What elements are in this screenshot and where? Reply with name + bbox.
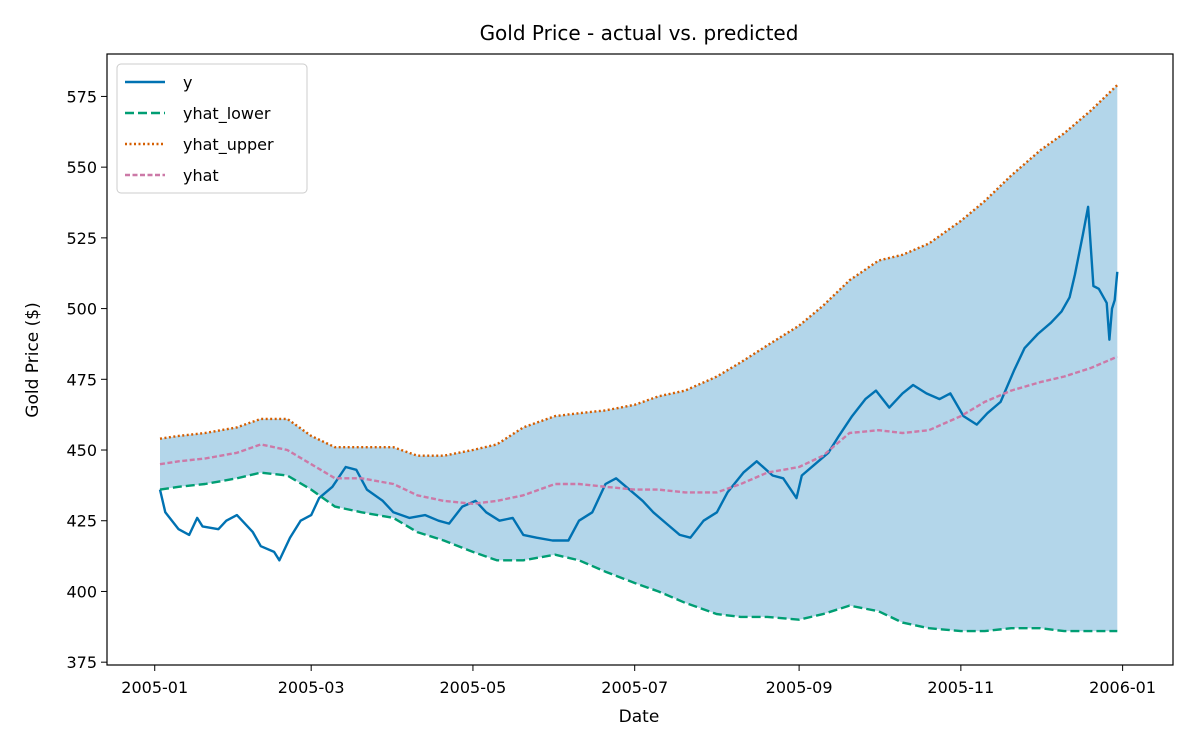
- y-tick-label: 575: [66, 87, 97, 106]
- chart-title: Gold Price - actual vs. predicted: [480, 21, 799, 45]
- y-tick-label: 450: [66, 441, 97, 460]
- y-axis-ticks: 375 400 425 450 475 500 525 550 575: [66, 87, 107, 672]
- legend-label-yhat: yhat: [183, 166, 219, 185]
- x-tick-label: 2005-09: [766, 678, 833, 697]
- y-axis-label: Gold Price ($): [23, 302, 43, 417]
- band-area: [160, 85, 1118, 632]
- x-tick-label: 2005-11: [927, 678, 994, 697]
- plot-frame: [106, 53, 1174, 666]
- series-lines: [158, 84, 1119, 633]
- x-tick-label: 2005-07: [601, 678, 668, 697]
- x-tick-label: 2005-05: [440, 678, 507, 697]
- series-line-y: [158, 205, 1119, 562]
- y-tick-label: 500: [66, 300, 97, 319]
- x-axis-label: Date: [619, 707, 660, 727]
- series-line-yhat: [159, 355, 1118, 505]
- prediction-interval-band: [160, 85, 1118, 632]
- legend-label-yhat-upper: yhat_upper: [183, 135, 274, 155]
- series-line-yhat-upper: [159, 84, 1119, 457]
- x-tick-label: 2005-03: [278, 678, 345, 697]
- legend-label-yhat-lower: yhat_lower: [183, 104, 271, 124]
- y-tick-label: 425: [66, 512, 97, 531]
- x-tick-label: 2005-01: [121, 678, 188, 697]
- legend-label-y: y: [183, 73, 192, 92]
- legend-box: [116, 63, 308, 194]
- x-axis-ticks: 2005-01 2005-03 2005-05 2005-07 2005-09 2005-…: [121, 665, 1156, 697]
- series-line-yhat-lower: [159, 471, 1118, 633]
- y-tick-label: 525: [66, 229, 97, 248]
- x-tick-label: 2006-01: [1089, 678, 1156, 697]
- y-tick-label: 375: [66, 653, 97, 672]
- y-tick-label: 475: [66, 370, 97, 389]
- y-tick-label: 550: [66, 158, 97, 177]
- y-tick-label: 400: [66, 582, 97, 601]
